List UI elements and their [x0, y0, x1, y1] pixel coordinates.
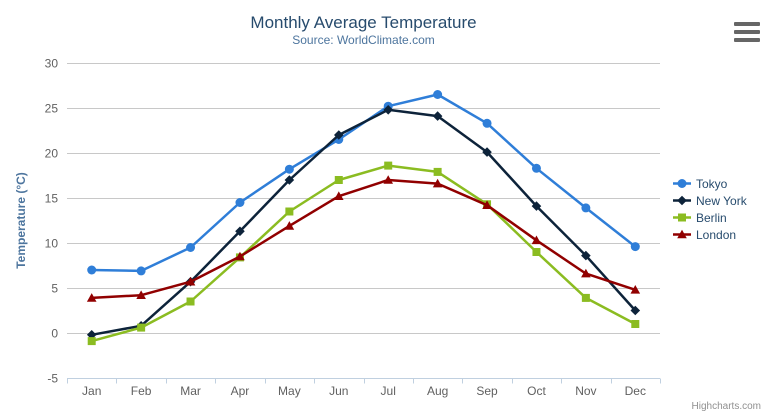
legend-marker-circle-icon [673, 179, 691, 188]
data-point-london-may[interactable] [284, 221, 295, 230]
data-point-new-york-nov[interactable] [581, 250, 591, 261]
data-point-tokyo-feb[interactable] [136, 266, 146, 276]
y-axis-tick-label: 30 [45, 57, 59, 71]
y-axis-tick-label: 20 [45, 147, 59, 161]
legend-marker-triangle-icon [673, 229, 691, 239]
y-axis-tick-label: 10 [45, 237, 59, 251]
data-point-berlin-feb[interactable] [137, 323, 146, 332]
data-point-tokyo-dec[interactable] [630, 242, 640, 252]
x-axis-tick-label: Sep [476, 384, 498, 398]
x-axis-tick-label: Dec [625, 384, 646, 398]
y-axis-tick-label: 5 [51, 282, 58, 296]
x-axis-tick-label: Apr [231, 384, 250, 398]
legend-item-new-york[interactable]: New York [673, 192, 747, 209]
data-point-new-york-jan[interactable] [86, 330, 97, 340]
data-point-new-york-apr[interactable] [235, 226, 245, 237]
data-point-berlin-oct[interactable] [532, 248, 541, 256]
data-point-tokyo-nov[interactable] [581, 203, 591, 213]
series-line-new-york [91, 108, 637, 337]
legend-label: London [696, 227, 737, 242]
chart-title: Monthly Average Temperature [250, 13, 477, 32]
legend-marker-diamond-icon [673, 195, 691, 206]
data-point-london-oct[interactable] [531, 235, 542, 245]
data-point-berlin-dec[interactable] [631, 320, 640, 328]
x-axis-tick-label: Aug [427, 384, 448, 398]
data-point-berlin-jun[interactable] [334, 176, 343, 184]
series-line-london [91, 178, 636, 300]
y-axis-title: Temperature (°C) [14, 172, 28, 269]
legend-symbol-new-york [677, 195, 687, 206]
data-point-london-jan[interactable] [86, 293, 97, 302]
data-point-london-nov[interactable] [581, 268, 591, 278]
data-point-new-york-may[interactable] [284, 175, 295, 185]
data-point-tokyo-aug[interactable] [433, 90, 443, 99]
highcharts-credit-link[interactable]: Highcharts.com [691, 401, 761, 412]
x-axis-tick-label: Oct [527, 384, 546, 398]
series-berlin[interactable] [87, 161, 640, 346]
data-point-tokyo-oct[interactable] [531, 163, 541, 173]
data-point-tokyo-apr[interactable] [235, 198, 245, 207]
data-point-london-jul[interactable] [383, 175, 394, 184]
data-point-berlin-may[interactable] [285, 207, 294, 216]
x-axis-tick-label: Jun [329, 384, 348, 398]
data-point-berlin-mar[interactable] [186, 297, 195, 306]
x-axis-tick-label: Mar [180, 384, 201, 398]
legend-label: New York [696, 193, 747, 208]
data-point-london-apr[interactable] [235, 251, 245, 261]
x-axis-tick-label: Jul [381, 384, 396, 398]
y-axis-tick-label: 25 [45, 102, 59, 116]
legend: Tokyo New York Berlin London [673, 175, 747, 243]
data-point-berlin-nov[interactable] [581, 293, 590, 302]
x-axis-tick-label: Nov [575, 384, 596, 398]
series-line-berlin [91, 164, 636, 343]
series-line-tokyo [91, 93, 637, 273]
legend-item-tokyo[interactable]: Tokyo [673, 175, 747, 192]
y-axis-tick-label: 15 [45, 192, 59, 206]
x-axis-tick-label: Feb [131, 384, 152, 398]
data-point-new-york-sep[interactable] [482, 147, 492, 157]
legend-item-berlin[interactable]: Berlin [673, 209, 747, 226]
legend-label: Tokyo [696, 176, 728, 191]
legend-symbol-tokyo [677, 179, 687, 188]
series-tokyo[interactable] [87, 90, 640, 276]
data-point-london-dec[interactable] [630, 285, 641, 294]
y-axis-tick-label: -5 [47, 372, 58, 386]
data-point-berlin-jan[interactable] [87, 337, 96, 346]
data-point-new-york-oct[interactable] [531, 201, 542, 211]
y-axis-tick-label: 0 [51, 327, 58, 341]
legend-marker-square-icon [673, 213, 691, 222]
data-point-london-jun[interactable] [333, 191, 344, 200]
legend-item-london[interactable]: London [673, 226, 747, 243]
data-point-new-york-jun[interactable] [333, 130, 344, 140]
legend-symbol-berlin [678, 213, 686, 222]
series-new-york[interactable] [86, 105, 641, 340]
legend-label: Berlin [696, 210, 727, 225]
data-point-new-york-dec[interactable] [630, 305, 641, 316]
data-point-london-mar[interactable] [185, 276, 196, 286]
chart-subtitle: Source: WorldClimate.com [292, 33, 435, 47]
legend-symbol-london [677, 229, 687, 239]
data-point-tokyo-mar[interactable] [186, 243, 196, 252]
data-point-new-york-aug[interactable] [432, 111, 443, 121]
data-point-berlin-jul[interactable] [384, 161, 393, 170]
export-menu-button[interactable] [734, 22, 760, 42]
series-london[interactable] [86, 175, 641, 302]
data-point-tokyo-jan[interactable] [87, 265, 97, 275]
data-point-tokyo-sep[interactable] [482, 118, 492, 128]
data-point-tokyo-may[interactable] [284, 164, 294, 174]
data-point-london-sep[interactable] [482, 200, 492, 209]
data-point-berlin-aug[interactable] [433, 167, 442, 176]
data-point-london-feb[interactable] [136, 290, 146, 299]
data-point-new-york-jul[interactable] [383, 105, 394, 115]
data-point-london-aug[interactable] [432, 178, 443, 188]
hamburger-icon [734, 22, 760, 26]
x-axis-tick-label: May [278, 384, 301, 398]
x-axis-tick-label: Jan [82, 384, 101, 398]
